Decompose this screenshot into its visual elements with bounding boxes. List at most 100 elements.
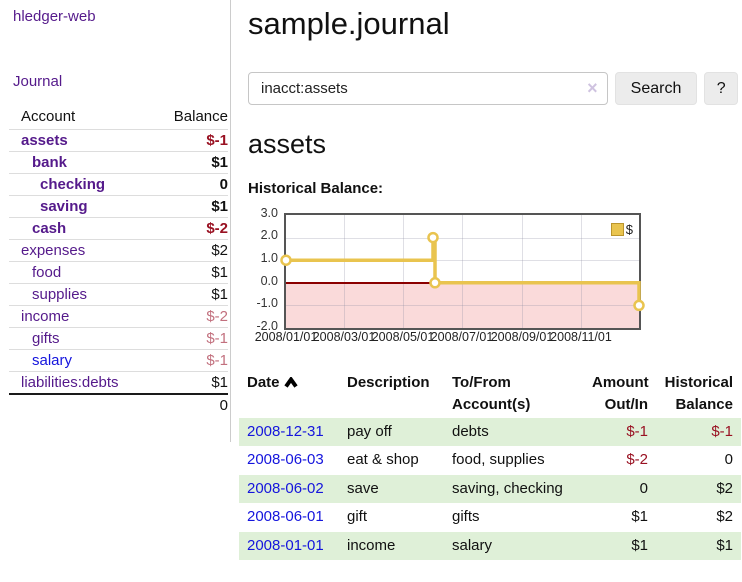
data-point-2008-01-01 (280, 254, 292, 266)
account-balance: $1 (152, 283, 228, 306)
transaction-balance: $-1 (711, 422, 733, 440)
x-tick-label: 2008/03/01 (312, 330, 376, 344)
account-row-liabilities-debts: liabilities:debts $1 (9, 371, 228, 395)
register-row: 2008-06-01 gift gifts $1 $2 (239, 503, 741, 532)
accounts-header-account: Account (9, 106, 153, 130)
transaction-balance: $1 (716, 536, 733, 554)
transaction-accounts: saving, checking (452, 479, 563, 497)
register-header-description: Description (347, 374, 430, 391)
account-row-food: food $1 (9, 261, 228, 284)
page-title: sample.journal (248, 6, 450, 41)
register-header-balance: Historical Balance (664, 374, 733, 413)
register-header-date[interactable]: Date (239, 370, 339, 418)
account-row-supplies: supplies $1 (9, 283, 228, 306)
account-balance: $1 (152, 371, 228, 395)
account-balance: $1 (152, 151, 228, 174)
transaction-balance: $2 (716, 479, 733, 497)
account-link-gifts[interactable]: gifts (32, 330, 60, 347)
account-balance: $-1 (152, 327, 228, 350)
account-balance: $-2 (152, 305, 228, 328)
x-tick-label: 2008/11/01 (550, 330, 612, 344)
data-point-2008-06-03 (429, 277, 441, 289)
account-balance: $2 (152, 239, 228, 262)
x-tick-label: 2008/01/01 (254, 330, 318, 344)
account-link-bank[interactable]: bank (32, 154, 68, 171)
register-row: 2008-06-02 save saving, checking 0 $2 (239, 474, 741, 503)
transaction-amount: $-1 (626, 422, 648, 440)
transaction-accounts: gifts (452, 508, 480, 525)
transaction-description: gift (347, 508, 368, 525)
transaction-date-link[interactable]: 2008-01-01 (247, 536, 324, 554)
account-row-income: income $-2 (9, 305, 228, 328)
transaction-amount: $-2 (626, 451, 648, 468)
chart-plot-area: $ (280, 213, 645, 330)
transaction-description: eat & shop (347, 451, 419, 468)
search-button[interactable]: Search (614, 72, 698, 105)
account-row-checking: checking 0 (9, 173, 228, 196)
account-balance: $1 (152, 261, 228, 284)
account-row-cash: cash $-2 (9, 217, 228, 240)
accounts-total-value: 0 (152, 393, 228, 416)
register-row: 2008-06-03 eat & shop food, supplies $-2… (239, 446, 741, 475)
historical-balance-chart: 3.0 2.0 1.0 0.0 -1.0 -2.0 (248, 206, 648, 350)
data-point-2008-12-31 (633, 299, 645, 312)
y-tick-label: 1.0 (260, 251, 278, 265)
account-link-saving[interactable]: saving (40, 198, 88, 215)
account-link-expenses[interactable]: expenses (21, 242, 86, 259)
y-tick-label: 3.0 (260, 206, 278, 220)
account-link-salary[interactable]: salary (32, 352, 73, 369)
legend-swatch-icon (610, 223, 624, 236)
account-row-assets: assets $-1 (9, 129, 228, 152)
x-tick-label: 2008/05/01 (371, 330, 435, 344)
account-link-checking[interactable]: checking (40, 176, 106, 193)
account-balance: $-2 (152, 217, 228, 240)
clear-search-icon[interactable]: × (587, 78, 598, 98)
account-link-cash[interactable]: cash (32, 220, 67, 237)
account-heading: assets (248, 129, 327, 159)
account-link-food[interactable]: food (32, 264, 62, 281)
account-balance: $1 (152, 195, 228, 218)
sort-ascending-icon (283, 376, 298, 388)
sidebar: hledger-web Journal Account Balance asse… (0, 0, 231, 442)
account-row-expenses: expenses $2 (9, 239, 228, 262)
chart-legend: $ (610, 222, 633, 237)
chart-title: Historical Balance: (248, 180, 384, 197)
account-balance: $-1 (152, 349, 228, 372)
register-row: 2008-01-01 income salary $1 $1 (239, 531, 741, 560)
transaction-date-link[interactable]: 2008-06-02 (247, 479, 324, 497)
app-title-link[interactable]: hledger-web (13, 8, 96, 25)
sidebar-item-journal[interactable]: Journal (13, 73, 63, 90)
account-balance: $-1 (152, 129, 228, 152)
transaction-date-link[interactable]: 2008-06-03 (247, 451, 324, 468)
y-tick-label: -1.0 (256, 296, 278, 310)
y-tick-label: 2.0 (260, 228, 278, 242)
y-tick-label: -2.0 (256, 319, 278, 333)
transaction-description: pay off (347, 422, 392, 440)
data-point-2008-06-01 (427, 231, 439, 244)
account-link-assets[interactable]: assets (21, 132, 68, 149)
register-row: 2008-12-31 pay off debts $-1 $-1 (239, 417, 741, 446)
help-button[interactable]: ? (704, 72, 738, 105)
account-row-bank: bank $1 (9, 151, 228, 174)
transaction-description: income (347, 536, 396, 554)
transaction-amount: $1 (631, 536, 648, 554)
transaction-balance: $2 (716, 508, 733, 525)
register-header-amount: Amount Out/In (592, 374, 649, 413)
account-balance: 0 (152, 173, 228, 196)
account-link-supplies[interactable]: supplies (32, 286, 88, 303)
transaction-amount: $1 (631, 508, 648, 525)
transaction-date-link[interactable]: 2008-06-01 (247, 508, 324, 525)
transaction-accounts: food, supplies (452, 451, 545, 468)
account-link-liabilities-debts[interactable]: liabilities:debts (21, 374, 119, 391)
legend-label: $ (625, 222, 633, 237)
account-link-income[interactable]: income (21, 308, 70, 325)
y-tick-label: 0.0 (260, 274, 278, 288)
transaction-date-link[interactable]: 2008-12-31 (247, 422, 324, 440)
x-tick-label: 2008/07/01 (430, 330, 494, 344)
search-input[interactable] (248, 72, 608, 105)
transaction-accounts: debts (452, 422, 489, 440)
x-tick-label: 2008/09/01 (490, 330, 554, 344)
transaction-amount: 0 (639, 479, 648, 497)
balance-series (280, 231, 645, 312)
accounts-total-row: 0 (9, 393, 228, 416)
